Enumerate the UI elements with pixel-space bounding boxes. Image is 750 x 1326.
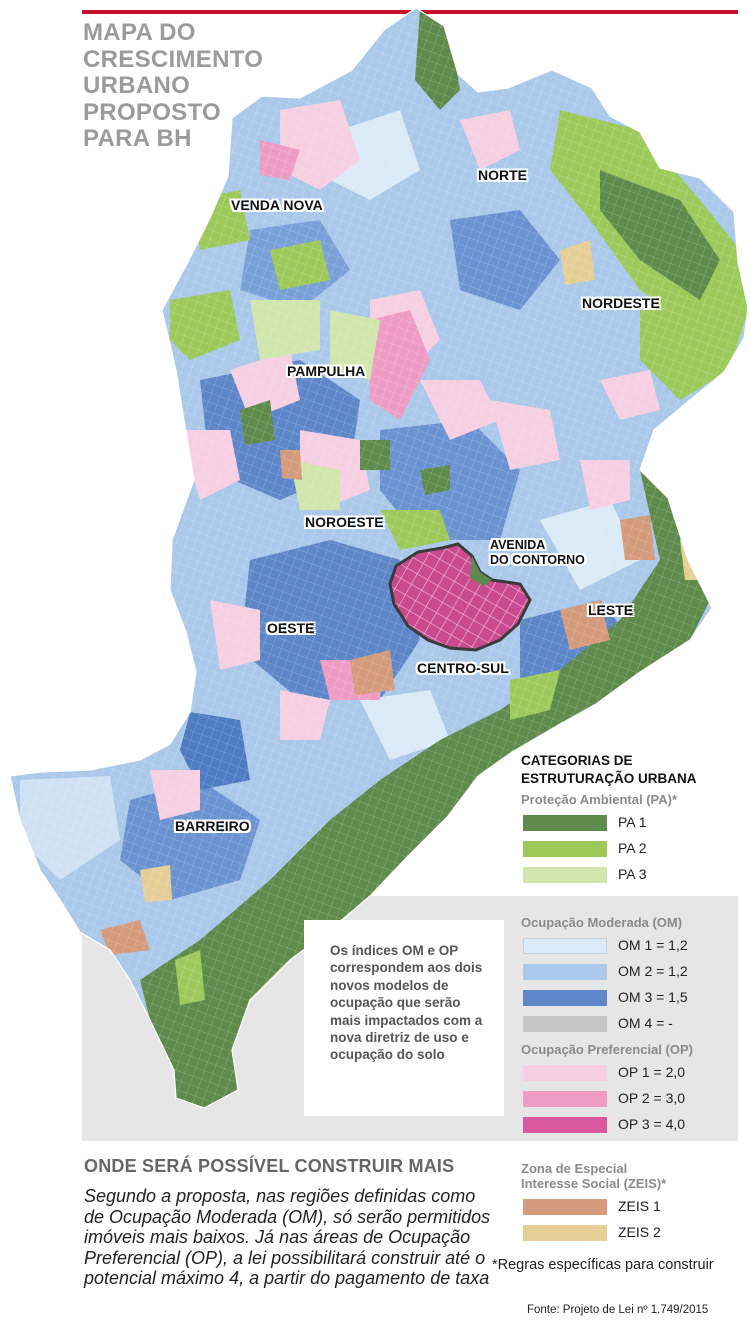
- legend-item: OP 3 = 4,0: [521, 1115, 746, 1141]
- legend-label: OP 3 = 4,0: [618, 1116, 686, 1132]
- legend-swatch: [523, 1091, 607, 1107]
- avenida-label-line: DO CONTORNO: [490, 553, 585, 567]
- legend-item: OP 2 = 3,0: [521, 1089, 746, 1115]
- legend-swatch: [523, 1016, 607, 1032]
- region-label-venda-nova: VENDA NOVA: [231, 197, 323, 213]
- legend-label: PA 1: [618, 814, 647, 830]
- title-line: PARA BH: [83, 125, 192, 152]
- legend-label: OM 4 = -: [618, 1015, 673, 1031]
- region-label-noroeste: NOROESTE: [305, 514, 384, 530]
- legend-label: OM 3 = 1,5: [618, 989, 688, 1005]
- legend-item: OM 4 = -: [521, 1014, 746, 1040]
- legend-section-title: Ocupação Preferencial (OP): [521, 1042, 693, 1057]
- legend-label: OP 2 = 3,0: [618, 1090, 686, 1106]
- region-label-oeste: OESTE: [267, 620, 315, 636]
- region-label-nordeste: NORDESTE: [582, 295, 660, 311]
- legend-section-title: Interesse Social (ZEIS)*: [521, 1176, 667, 1191]
- title-line: CRESCIMENTO: [83, 45, 264, 73]
- legend-item: ZEIS 1: [521, 1197, 746, 1223]
- legend-label: PA 2: [618, 840, 647, 856]
- legend: CATEGORIAS DE ESTRUTURAÇÃO URBANA Proteç…: [521, 752, 746, 1249]
- legend-section-title: Proteção Ambiental (PA)*: [521, 792, 678, 807]
- legend-swatch: [523, 1117, 607, 1133]
- avenida-do-contorno-zone: [388, 542, 532, 652]
- legend-label: OP 1 = 2,0: [618, 1064, 686, 1080]
- legend-heading: ESTRUTURAÇÃO URBANA: [521, 771, 697, 786]
- region-label-leste: LESTE: [588, 602, 634, 618]
- legend-item: OM 1 = 1,2: [521, 936, 746, 962]
- legend-item: PA 2: [521, 839, 746, 865]
- legend-swatch: [523, 990, 607, 1006]
- map-title: MAPA DO CRESCIMENTO URBANO PROPOSTO PARA…: [83, 19, 323, 153]
- title-line: PROPOSTO: [83, 98, 221, 126]
- region-label-norte: NORTE: [478, 167, 527, 183]
- legend-label: ZEIS 1: [618, 1198, 661, 1214]
- legend-label: OM 2 = 1,2: [618, 963, 688, 979]
- avenida-do-contorno-label: AVENIDA DO CONTORNO: [490, 538, 585, 568]
- source-credit: Fonte: Projeto de Lei nº 1.749/2015: [527, 1304, 709, 1316]
- legend-item: OP 1 = 2,0: [521, 1063, 746, 1089]
- legend-item: PA 3: [521, 865, 746, 891]
- footnote: *Regras específicas para construir: [492, 1257, 714, 1273]
- title-line: URBANO: [83, 72, 191, 99]
- legend-label: OM 1 = 1,2: [618, 937, 688, 953]
- legend-swatch: [523, 1225, 607, 1241]
- index-explanation-note: Os índices OM e OP correspondem aos dois…: [304, 920, 504, 1116]
- legend-item: PA 1: [521, 813, 746, 839]
- legend-label: ZEIS 2: [618, 1224, 661, 1240]
- legend-swatch: [523, 1199, 607, 1215]
- legend-swatch: [523, 815, 607, 831]
- region-label-barreiro: BARREIRO: [175, 818, 250, 834]
- legend-swatch: [523, 964, 607, 980]
- avenida-label-line: AVENIDA: [490, 538, 546, 552]
- legend-swatch: [523, 1065, 607, 1081]
- legend-item: OM 3 = 1,5: [521, 988, 746, 1014]
- legend-section-title: Ocupação Moderada (OM): [521, 915, 683, 930]
- legend-item: OM 2 = 1,2: [521, 962, 746, 988]
- body-text: Segundo a proposta, nas regiões definida…: [84, 1186, 491, 1288]
- legend-section-title: Zona de Especial: [521, 1161, 628, 1176]
- legend-item: ZEIS 2: [521, 1223, 746, 1249]
- legend-swatch: [523, 841, 607, 857]
- section-subheading: ONDE SERÁ POSSÍVEL CONSTRUIR MAIS: [84, 1156, 455, 1176]
- region-label-centro-sul: CENTRO-SUL: [417, 660, 509, 676]
- legend-heading: CATEGORIAS DE: [521, 753, 633, 768]
- legend-swatch: [523, 867, 607, 883]
- legend-label: PA 3: [618, 866, 647, 882]
- region-label-pampulha: PAMPULHA: [287, 363, 366, 379]
- title-line: MAPA DO: [83, 19, 196, 46]
- legend-swatch: [523, 938, 607, 954]
